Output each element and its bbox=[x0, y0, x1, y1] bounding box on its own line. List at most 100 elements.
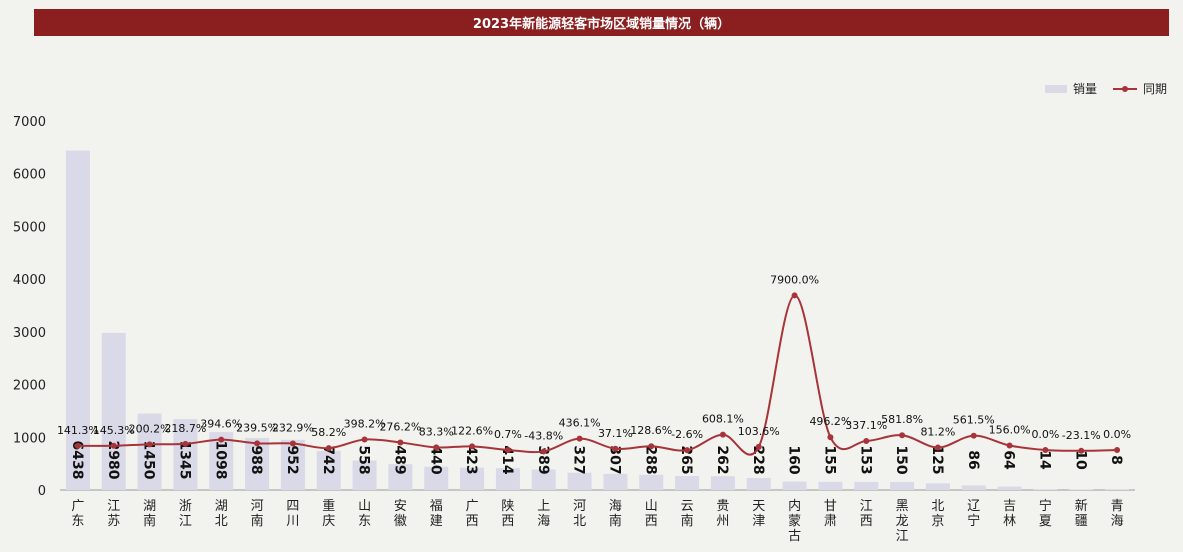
yoy-value-label: 239.5% bbox=[236, 421, 278, 434]
bar bbox=[1033, 489, 1058, 490]
yoy-value-label: 7900.0% bbox=[770, 273, 819, 286]
yoy-point bbox=[361, 436, 368, 443]
bar bbox=[245, 437, 270, 490]
yoy-value-label: 0.0% bbox=[1031, 428, 1059, 441]
bar bbox=[495, 468, 520, 490]
x-tick-label: 北京 bbox=[931, 499, 944, 529]
bar bbox=[961, 485, 986, 490]
yoy-value-label: 81.2% bbox=[920, 425, 955, 438]
yoy-value-label: 83.3% bbox=[419, 425, 454, 438]
bar-value-label: 489 bbox=[391, 445, 407, 474]
x-tick-label: 青海 bbox=[1111, 499, 1124, 529]
x-tick-label: 安徽 bbox=[394, 499, 407, 529]
bar-value-label: 288 bbox=[642, 445, 658, 474]
yoy-value-label: 561.5% bbox=[953, 414, 995, 427]
yoy-value-label: -43.8% bbox=[524, 429, 563, 442]
x-tick-label: 内蒙古 bbox=[788, 498, 801, 544]
bar bbox=[603, 473, 628, 490]
bar-value-label: 952 bbox=[284, 445, 300, 474]
yoy-value-label: 608.1% bbox=[702, 413, 744, 426]
yoy-value-label: 145.3% bbox=[93, 424, 135, 437]
bar bbox=[675, 476, 700, 490]
bar-value-label: 558 bbox=[356, 445, 372, 474]
x-tick-label: 湖北 bbox=[215, 499, 228, 529]
bar-value-label: 160 bbox=[786, 445, 802, 474]
yoy-point bbox=[397, 439, 404, 446]
x-tick-label: 宁夏 bbox=[1039, 498, 1052, 529]
bar-value-label: 125 bbox=[929, 445, 945, 474]
bar-value-label: 64 bbox=[1001, 450, 1017, 470]
yoy-point bbox=[289, 440, 296, 447]
yoy-value-label: 0.7% bbox=[494, 428, 522, 441]
yoy-point bbox=[1078, 447, 1085, 454]
yoy-value-label: 141.3% bbox=[57, 424, 99, 437]
y-tick-label: 7000 bbox=[13, 115, 46, 130]
bar-value-label: 327 bbox=[571, 445, 587, 474]
yoy-value-label: 37.1% bbox=[598, 427, 633, 440]
bar-value-label: 2980 bbox=[105, 441, 121, 480]
yoy-point bbox=[504, 446, 511, 453]
yoy-point bbox=[934, 444, 941, 451]
yoy-value-label: 276.2% bbox=[379, 420, 421, 433]
x-tick-label: 广西 bbox=[466, 499, 479, 529]
bar-value-label: 988 bbox=[248, 445, 264, 474]
yoy-value-label: -23.1% bbox=[1062, 429, 1101, 442]
chart-legend: 销量 同期 bbox=[1044, 80, 1167, 97]
bar bbox=[639, 474, 664, 490]
bar-value-label: 414 bbox=[499, 445, 515, 474]
yoy-value-label: 103.6% bbox=[738, 425, 780, 438]
x-tick-label: 辽宁 bbox=[967, 499, 980, 529]
bar-value-label: 8 bbox=[1108, 455, 1124, 465]
yoy-value-label: 0.0% bbox=[1103, 428, 1131, 441]
x-tick-label: 广东 bbox=[71, 499, 84, 529]
bar-value-label: 86 bbox=[965, 450, 981, 469]
bar bbox=[818, 481, 843, 490]
yoy-value-label: 128.6% bbox=[630, 424, 672, 437]
legend-bar-label: 销量 bbox=[1072, 82, 1097, 96]
y-tick-label: 6000 bbox=[13, 168, 46, 183]
yoy-point bbox=[254, 440, 261, 447]
x-tick-label: 河北 bbox=[573, 499, 586, 529]
bar-value-label: 6438 bbox=[69, 441, 85, 480]
yoy-point bbox=[110, 442, 117, 449]
x-tick-label: 江苏 bbox=[107, 499, 120, 529]
bar bbox=[316, 450, 341, 490]
x-tick-label: 四川 bbox=[286, 499, 299, 529]
x-tick-label: 河南 bbox=[251, 499, 264, 529]
y-tick-label: 0 bbox=[38, 484, 46, 499]
bar-value-label: 1345 bbox=[176, 441, 192, 480]
yoy-value-label: 122.6% bbox=[451, 424, 493, 437]
bar-value-label: 10 bbox=[1072, 450, 1088, 470]
yoy-point bbox=[827, 434, 834, 441]
bar bbox=[173, 419, 198, 490]
yoy-value-label: 581.8% bbox=[881, 413, 923, 426]
x-tick-label: 湖南 bbox=[143, 499, 156, 529]
bar-value-label: 155 bbox=[821, 445, 837, 474]
yoy-value-label: 398.2% bbox=[344, 417, 386, 430]
yoy-point bbox=[182, 440, 189, 447]
bar bbox=[280, 439, 305, 490]
yoy-value-label: 337.1% bbox=[845, 419, 887, 432]
yoy-point bbox=[970, 432, 977, 439]
bar bbox=[65, 150, 90, 490]
bar-value-label: 742 bbox=[320, 445, 336, 474]
yoy-value-label: 156.0% bbox=[989, 423, 1031, 436]
bar bbox=[137, 413, 162, 490]
yoy-value-label: 200.2% bbox=[129, 422, 171, 435]
legend-item-sales: 销量 bbox=[1044, 80, 1097, 97]
bar-value-label: 1098 bbox=[212, 441, 228, 480]
bar bbox=[890, 482, 915, 490]
y-tick-label: 2000 bbox=[13, 379, 46, 394]
y-tick-label: 4000 bbox=[13, 273, 46, 288]
yoy-value-label: 232.9% bbox=[272, 422, 314, 435]
bar bbox=[746, 477, 771, 490]
yoy-point bbox=[648, 443, 655, 450]
x-tick-label: 浙江 bbox=[179, 499, 192, 529]
bar bbox=[567, 472, 592, 490]
x-tick-label: 云南 bbox=[681, 499, 694, 529]
bar bbox=[101, 332, 126, 490]
x-tick-label: 甘肃 bbox=[824, 499, 837, 529]
chart-title: 2023年新能源轻客市场区域销量情况（辆） bbox=[34, 9, 1169, 36]
yoy-value-label: 394.6% bbox=[200, 418, 242, 431]
